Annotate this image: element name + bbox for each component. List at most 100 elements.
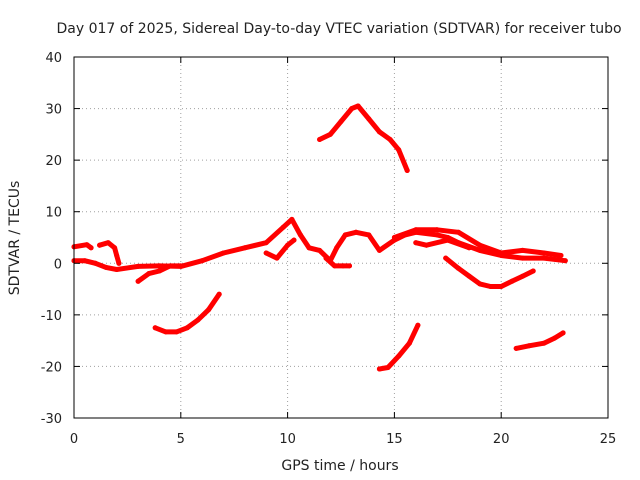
data-point <box>355 103 361 109</box>
data-point <box>509 278 515 284</box>
x-axis-label: GPS time / hours <box>281 458 398 474</box>
data-point <box>558 253 564 258</box>
data-point <box>366 116 372 122</box>
data-point <box>195 317 201 323</box>
data-point <box>413 240 419 246</box>
data-point <box>156 268 162 274</box>
data-point <box>114 253 120 258</box>
data-point <box>97 242 103 248</box>
data-point <box>526 343 532 349</box>
series-track-8 <box>413 237 472 251</box>
data-point <box>349 106 355 112</box>
data-point <box>88 245 94 251</box>
data-point <box>327 131 333 137</box>
data-point <box>135 263 141 269</box>
data-point <box>334 245 340 251</box>
data-point <box>396 147 402 153</box>
x-tick-label: 15 <box>386 432 403 447</box>
data-point <box>82 258 88 264</box>
data-point <box>466 273 472 279</box>
data-point <box>477 242 483 248</box>
data-point <box>274 255 280 261</box>
data-point <box>184 325 190 331</box>
data-point <box>477 281 483 287</box>
data-point <box>498 250 504 256</box>
x-tick-label: 25 <box>600 432 617 447</box>
data-point <box>387 137 393 142</box>
data-point <box>530 268 536 274</box>
series-track-12 <box>376 322 421 372</box>
data-point <box>552 335 558 341</box>
y-tick-label: 40 <box>45 51 62 66</box>
data-point <box>174 329 179 335</box>
data-point <box>206 307 212 313</box>
y-tick-label: -10 <box>41 309 62 324</box>
data-point <box>105 240 111 246</box>
data-point <box>199 258 205 264</box>
data-point <box>156 263 162 269</box>
data-point <box>434 227 440 233</box>
data-point <box>541 250 547 256</box>
data-point <box>152 325 158 331</box>
data-point <box>221 250 226 256</box>
data-point <box>376 247 382 253</box>
data-point <box>114 267 120 272</box>
data-point <box>306 245 312 251</box>
data-point <box>456 265 461 271</box>
data-point <box>434 232 440 238</box>
y-axis-label: SDTVAR / TECUs <box>7 181 23 296</box>
data-point <box>342 232 348 238</box>
data-point <box>406 340 412 346</box>
data-point <box>317 137 323 142</box>
data-point <box>415 322 421 328</box>
data-point <box>376 366 382 372</box>
data-point <box>289 216 295 222</box>
data-point <box>404 168 410 173</box>
data-point <box>135 278 141 284</box>
data-point <box>560 330 566 336</box>
series-track-13 <box>513 330 566 351</box>
data-point <box>396 353 402 359</box>
chart-title: Day 017 of 2025, Sidereal Day-to-day VTE… <box>56 21 621 37</box>
data-point <box>216 291 222 297</box>
series-track-10 <box>443 255 536 289</box>
data-point <box>541 340 547 346</box>
data-point <box>92 260 98 266</box>
data-point <box>263 240 269 246</box>
data-point <box>520 273 526 279</box>
series-track-2 <box>71 216 568 272</box>
data-point <box>285 242 291 248</box>
x-tick-label: 20 <box>493 432 510 447</box>
data-point <box>541 255 547 261</box>
data-layer <box>71 103 568 372</box>
data-point <box>423 242 429 248</box>
data-point <box>498 284 504 289</box>
data-point <box>242 245 248 251</box>
series-track-5 <box>263 237 297 261</box>
y-tick-label: -20 <box>41 360 62 375</box>
y-tick-label: 10 <box>45 206 62 221</box>
data-point <box>167 263 173 269</box>
data-point <box>366 232 372 238</box>
data-point <box>385 365 391 370</box>
y-tick-label: 30 <box>45 103 62 118</box>
data-point <box>163 329 169 335</box>
data-point <box>520 247 526 253</box>
data-point <box>413 227 419 233</box>
data-point <box>488 284 493 289</box>
data-point <box>297 232 303 238</box>
data-point <box>477 247 483 253</box>
data-point <box>116 260 122 266</box>
plot-frame <box>73 56 609 419</box>
data-point <box>317 247 323 253</box>
data-point <box>353 229 359 235</box>
data-point <box>347 263 352 269</box>
data-point <box>263 250 269 256</box>
data-point <box>291 237 297 243</box>
data-point <box>332 263 338 269</box>
data-point <box>84 242 90 248</box>
series-track-9 <box>317 103 410 173</box>
data-point <box>178 263 184 269</box>
data-point <box>323 255 329 261</box>
